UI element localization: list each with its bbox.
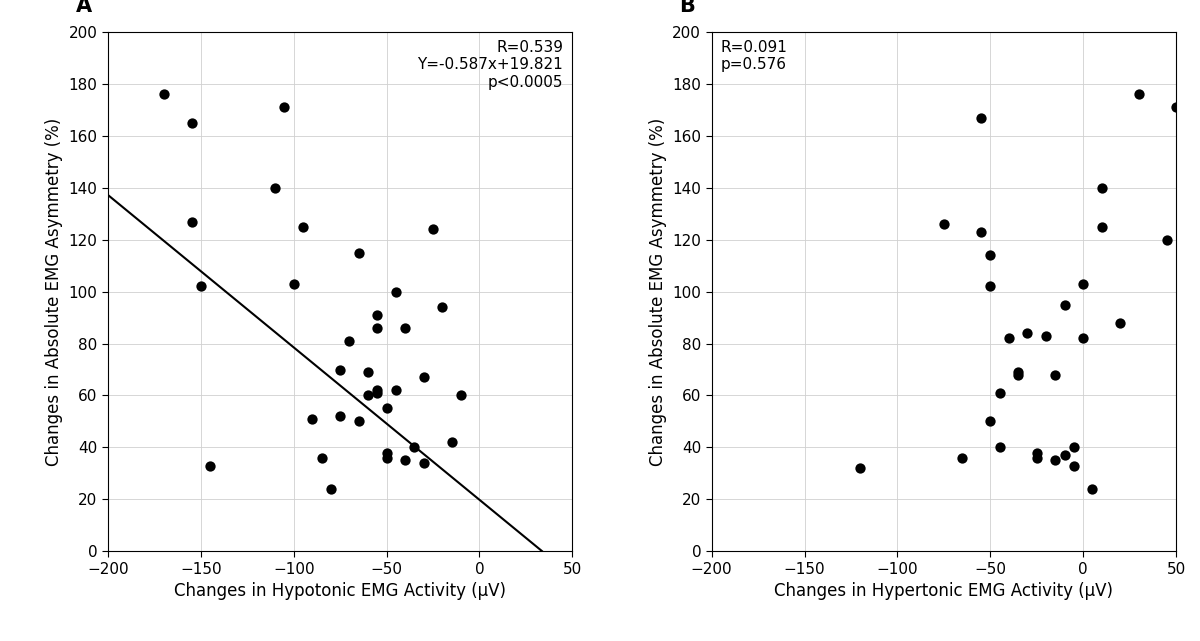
Point	[1055, 450, 1074, 460]
Point	[433, 302, 452, 312]
Point	[154, 89, 173, 99]
Point	[1157, 235, 1176, 245]
Point	[377, 453, 396, 463]
Point	[275, 102, 294, 112]
Text: R=0.091
p=0.576: R=0.091 p=0.576	[721, 40, 788, 72]
Point	[191, 281, 210, 292]
Point	[396, 323, 415, 333]
Point	[367, 323, 386, 333]
Y-axis label: Changes in Absolute EMG Asymmetry (%): Changes in Absolute EMG Asymmetry (%)	[649, 117, 667, 466]
Point	[1064, 460, 1084, 470]
Point	[1074, 333, 1093, 344]
Point	[182, 217, 202, 227]
Point	[851, 463, 870, 473]
Point	[1092, 183, 1111, 193]
Point	[349, 417, 368, 427]
Point	[1000, 333, 1019, 344]
Point	[359, 390, 378, 401]
Point	[367, 388, 386, 398]
Point	[265, 183, 284, 193]
Point	[971, 113, 990, 123]
Point	[396, 455, 415, 465]
Point	[294, 222, 313, 232]
Text: R=0.539
Y=-0.587x+19.821
p<0.0005: R=0.539 Y=-0.587x+19.821 p<0.0005	[418, 40, 563, 90]
X-axis label: Changes in Hypotonic EMG Activity (μV): Changes in Hypotonic EMG Activity (μV)	[174, 582, 506, 600]
Point	[953, 453, 972, 463]
Y-axis label: Changes in Absolute EMG Asymmetry (%): Changes in Absolute EMG Asymmetry (%)	[46, 117, 64, 466]
Point	[1008, 370, 1027, 380]
X-axis label: Changes in Hypertonic EMG Activity (μV): Changes in Hypertonic EMG Activity (μV)	[774, 582, 1114, 600]
Point	[414, 458, 433, 468]
Point	[451, 390, 470, 401]
Point	[200, 460, 220, 470]
Point	[971, 227, 990, 237]
Point	[386, 385, 406, 395]
Point	[1129, 89, 1148, 99]
Point	[1166, 102, 1186, 112]
Point	[312, 453, 331, 463]
Point	[330, 364, 349, 374]
Point	[414, 372, 433, 383]
Point	[340, 336, 359, 346]
Point	[1064, 442, 1084, 453]
Point	[377, 403, 396, 413]
Point	[1008, 367, 1027, 378]
Point	[1018, 328, 1037, 338]
Point	[367, 385, 386, 395]
Point	[980, 250, 1000, 260]
Point	[1082, 484, 1102, 494]
Point	[1027, 447, 1046, 458]
Point	[935, 219, 954, 229]
Point	[182, 118, 202, 128]
Point	[1045, 455, 1064, 465]
Text: A: A	[76, 0, 91, 17]
Point	[349, 247, 368, 258]
Text: B: B	[679, 0, 695, 17]
Point	[1055, 299, 1074, 310]
Point	[1045, 370, 1064, 380]
Point	[424, 224, 443, 235]
Point	[980, 281, 1000, 292]
Point	[367, 310, 386, 320]
Point	[442, 437, 461, 447]
Point	[322, 484, 341, 494]
Point	[1037, 331, 1056, 341]
Point	[1092, 222, 1111, 232]
Point	[1027, 453, 1046, 463]
Point	[330, 411, 349, 421]
Point	[284, 279, 304, 289]
Point	[302, 413, 322, 424]
Point	[1074, 279, 1093, 289]
Point	[377, 447, 396, 458]
Point	[404, 442, 424, 453]
Point	[980, 417, 1000, 427]
Point	[1111, 318, 1130, 328]
Point	[386, 287, 406, 297]
Point	[990, 442, 1009, 453]
Point	[990, 388, 1009, 398]
Point	[359, 367, 378, 378]
